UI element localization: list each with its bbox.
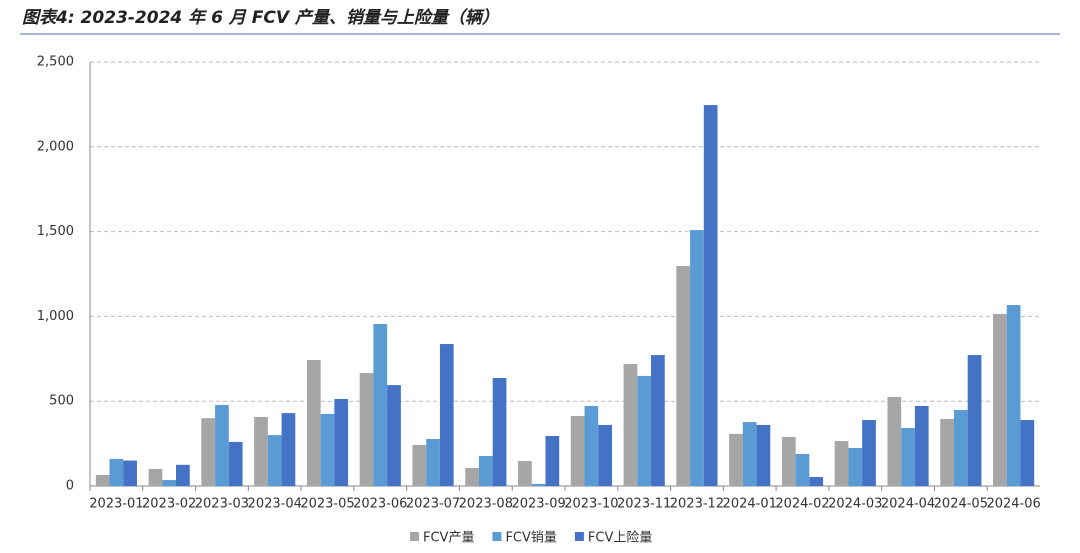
bar xyxy=(123,460,137,486)
y-tick-label: 1,500 xyxy=(37,224,74,239)
bar xyxy=(465,468,479,486)
bar xyxy=(478,455,493,486)
bar xyxy=(439,344,454,486)
bar xyxy=(623,364,638,486)
bar xyxy=(162,480,177,486)
bar xyxy=(781,436,796,486)
bar xyxy=(703,105,718,486)
x-tick-label: 2024-04 xyxy=(881,497,935,512)
bar xyxy=(690,230,704,486)
bar xyxy=(518,461,532,486)
legend-label: FCV产量 xyxy=(423,531,474,546)
x-tick-label: 2023-08 xyxy=(459,497,513,512)
x-tick-label: 2023-11 xyxy=(617,497,671,512)
bar xyxy=(901,427,915,486)
bar xyxy=(1006,305,1021,486)
bar xyxy=(953,410,968,486)
x-tick-label: 2023-12 xyxy=(670,497,724,512)
bar xyxy=(492,377,507,486)
bar xyxy=(1020,420,1035,486)
bar xyxy=(795,453,810,486)
bar xyxy=(834,441,849,486)
bar xyxy=(306,359,321,486)
bar xyxy=(887,396,902,486)
bar xyxy=(545,435,560,486)
legend-label: FCV上险量 xyxy=(588,531,652,546)
bar xyxy=(426,439,440,486)
bar xyxy=(95,474,110,486)
bar xyxy=(201,418,216,486)
y-tick-label: 1,000 xyxy=(37,309,74,324)
bar xyxy=(373,324,388,486)
legend-swatch xyxy=(410,532,419,541)
y-tick-label: 500 xyxy=(49,394,74,409)
x-tick-label: 2023-04 xyxy=(248,497,302,512)
bar xyxy=(570,415,585,486)
bar xyxy=(320,413,335,486)
bar xyxy=(359,373,374,486)
bar xyxy=(387,385,401,486)
x-tick-label: 2024-02 xyxy=(775,497,829,512)
bar xyxy=(676,266,691,486)
bar xyxy=(215,404,229,486)
bar xyxy=(267,435,282,486)
bar xyxy=(637,375,652,486)
bar xyxy=(412,444,427,486)
y-tick-label: 2,500 xyxy=(37,55,74,70)
bar xyxy=(148,469,163,486)
x-tick-label: 2023-06 xyxy=(353,497,407,512)
y-tick-label: 2,000 xyxy=(37,139,74,154)
x-tick-label: 2023-09 xyxy=(511,497,565,512)
x-tick-label: 2024-01 xyxy=(723,497,777,512)
y-tick-label: 0 xyxy=(66,479,74,494)
bar xyxy=(729,433,743,486)
bar xyxy=(862,420,876,486)
x-tick-label: 2023-07 xyxy=(406,497,460,512)
bar xyxy=(651,355,665,486)
bar xyxy=(176,464,190,486)
legend-swatch xyxy=(492,532,502,541)
bar xyxy=(584,405,599,486)
bar xyxy=(993,314,1007,486)
bar xyxy=(109,458,124,486)
bar xyxy=(848,448,863,486)
bar xyxy=(281,413,296,486)
bar xyxy=(967,355,982,486)
x-tick-label: 2023-10 xyxy=(564,497,618,512)
x-tick-label: 2024-03 xyxy=(828,497,882,512)
bar xyxy=(228,441,243,486)
bar xyxy=(598,424,612,486)
x-tick-label: 2023-03 xyxy=(195,497,249,512)
x-tick-label: 2023-01 xyxy=(89,497,143,512)
legend-label: FCV销量 xyxy=(505,531,556,546)
bar xyxy=(531,483,546,486)
x-tick-label: 2024-06 xyxy=(986,497,1040,512)
bar xyxy=(742,422,757,486)
chart-title: 图表4: 2023-2024 年 6 月 FCV 产量、销量与上险量（辆） xyxy=(22,8,499,28)
bar xyxy=(334,398,349,486)
bar xyxy=(940,419,954,486)
bar xyxy=(914,405,929,486)
bar xyxy=(254,416,268,486)
x-tick-label: 2023-05 xyxy=(300,497,354,512)
legend-swatch xyxy=(574,532,584,541)
x-tick-label: 2023-02 xyxy=(142,497,196,512)
bar xyxy=(809,477,824,486)
bar xyxy=(756,424,771,486)
x-tick-label: 2024-05 xyxy=(934,497,988,512)
